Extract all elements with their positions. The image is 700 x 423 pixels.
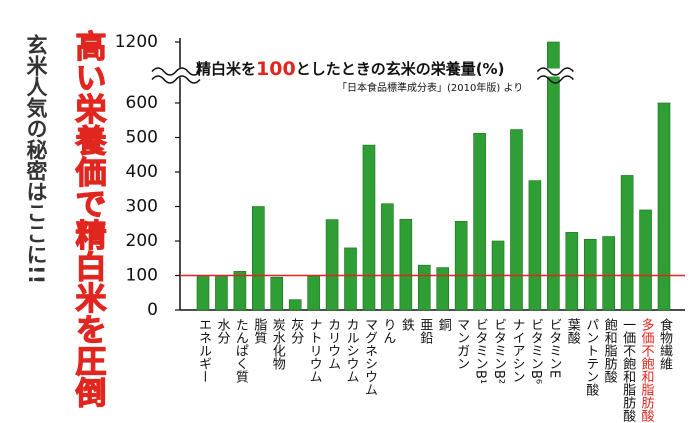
bar bbox=[399, 218, 413, 311]
x-tick-label: 炭水化物 bbox=[269, 318, 285, 370]
side-caption: 玄米人気の秘密はここに!! bbox=[24, 33, 48, 284]
title-part: としたときの玄米の栄養量(%) bbox=[296, 60, 505, 78]
x-tick-label: ビタミンB¹ bbox=[472, 318, 488, 385]
chart-subtitle: 「日本食品標準成分表」(2010年版) より bbox=[337, 81, 523, 94]
bar bbox=[233, 271, 247, 311]
bar bbox=[620, 175, 634, 311]
title-part: 精白米を bbox=[196, 60, 256, 78]
y-tick-label: 0 bbox=[147, 300, 158, 320]
axis-break-gap bbox=[177, 67, 183, 78]
axis-break bbox=[151, 75, 201, 84]
x-tick-label: 鉄 bbox=[398, 318, 414, 331]
x-tick-label: 食物繊維 bbox=[657, 318, 672, 370]
x-tick-label: ビタミンB² bbox=[491, 318, 507, 385]
bar bbox=[344, 247, 357, 311]
x-tick-label: 脂質 bbox=[251, 318, 267, 344]
x-tick-label: 一価不飽和脂肪酸 bbox=[620, 318, 636, 422]
bar bbox=[270, 276, 284, 311]
bar-break bbox=[536, 67, 574, 76]
bar bbox=[454, 221, 468, 311]
bar bbox=[381, 203, 394, 311]
y-tick-label: 300 bbox=[126, 197, 158, 217]
bar bbox=[215, 276, 228, 311]
y-tick-label: 400 bbox=[126, 162, 158, 182]
x-tick-label: りん bbox=[380, 318, 396, 344]
x-tick-label: ナイアシン bbox=[509, 318, 525, 383]
bar bbox=[196, 276, 210, 311]
x-tick-label: ビタミンE bbox=[546, 318, 562, 379]
x-tick-label: 亜鉛 bbox=[417, 318, 433, 344]
bar-break bbox=[536, 75, 574, 84]
y-tick-label: 1200 bbox=[115, 32, 158, 52]
x-tick-label: 葉酸 bbox=[564, 318, 580, 344]
x-tick-label: カルシウム bbox=[343, 318, 359, 383]
x-tick-label: ナトリウム bbox=[306, 318, 322, 383]
bar bbox=[510, 129, 523, 311]
x-tick-label: 飽和脂肪酸 bbox=[601, 318, 617, 383]
bar-break-gap bbox=[546, 68, 561, 77]
bar bbox=[288, 299, 302, 311]
x-tick-label: 水分 bbox=[214, 318, 230, 344]
x-tick-label: エネルギー bbox=[196, 318, 211, 383]
axis-break bbox=[151, 67, 201, 76]
bar bbox=[602, 236, 615, 311]
bar bbox=[307, 275, 320, 311]
x-tick-label: ビタミンB⁶ bbox=[527, 318, 543, 385]
bar bbox=[417, 264, 431, 311]
x-tick-label: 灰分 bbox=[288, 318, 304, 344]
x-tick-label: 銅 bbox=[435, 318, 451, 331]
bar bbox=[583, 238, 597, 311]
x-tick-label: 多価不飽和脂肪酸 bbox=[638, 318, 654, 422]
headline: 高い栄養価で精白米を圧倒 bbox=[70, 30, 108, 408]
x-tick-label: たんぱく質 bbox=[232, 318, 248, 383]
bar bbox=[528, 180, 542, 311]
x-tick-label: パントテン酸 bbox=[583, 318, 599, 396]
bar bbox=[362, 144, 376, 311]
bar bbox=[639, 209, 652, 311]
bar bbox=[657, 102, 671, 311]
bar bbox=[473, 133, 486, 311]
y-tick-label: 100 bbox=[126, 266, 158, 286]
bar bbox=[436, 267, 450, 311]
title-part: 100 bbox=[256, 58, 296, 80]
y-tick-label: 200 bbox=[126, 231, 158, 251]
bar bbox=[252, 206, 265, 311]
y-tick-label: 500 bbox=[126, 128, 158, 148]
bar bbox=[325, 219, 339, 311]
x-tick-label: カリウム bbox=[325, 318, 341, 370]
bar bbox=[547, 41, 560, 311]
y-tick-label: 600 bbox=[126, 93, 158, 113]
chart-title: 精白米を100としたときの玄米の栄養量(%) bbox=[196, 58, 504, 80]
bar bbox=[565, 232, 579, 311]
x-tick-label: マグネシウム bbox=[361, 318, 377, 396]
x-tick-label: マンガン bbox=[454, 318, 470, 370]
